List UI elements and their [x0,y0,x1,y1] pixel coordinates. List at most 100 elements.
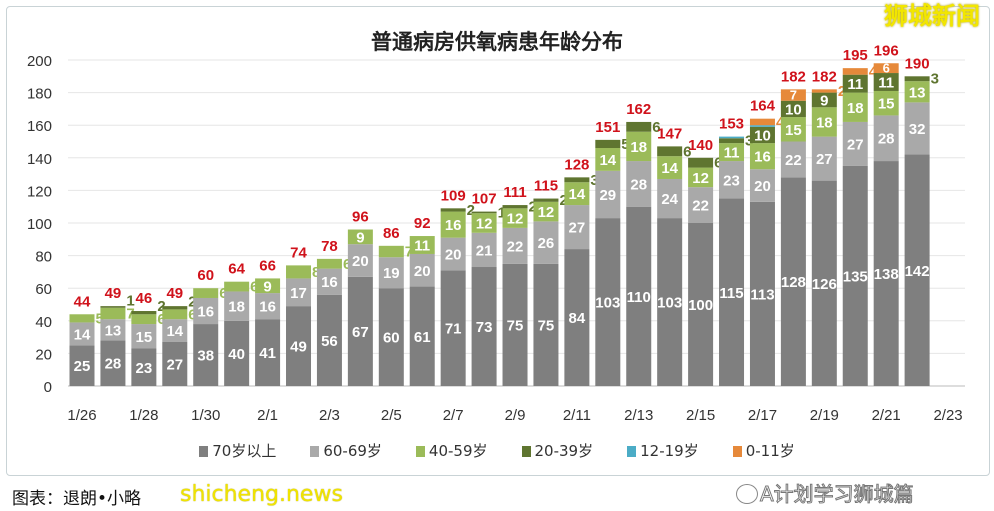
bar-segment [533,198,559,202]
bar-segment [564,177,590,183]
bar-segment [811,180,837,386]
chart-frame [6,6,990,476]
data-label: 24 [661,191,678,208]
data-label: 18 [228,299,245,316]
y-tick-label: 40 [35,314,52,331]
bar-segment [471,213,497,233]
bar-segment [811,136,837,181]
y-tick-label: 0 [44,379,52,396]
data-label: 3 [745,133,753,150]
data-label: 138 [874,266,899,283]
bar-segment [626,131,652,162]
bar-segment [347,229,373,245]
bar-segment [873,63,899,74]
x-tick-label: 2/11 [563,407,591,424]
data-label: 6 [883,61,890,76]
legend-label: 70岁以上 [212,442,277,460]
bar-segment [657,178,683,219]
bar-segment [811,107,837,137]
bar-segment [842,121,868,166]
bar-segment [347,244,373,277]
total-label: 86 [383,225,400,242]
total-label: 78 [321,238,338,255]
bar-segment [873,73,899,91]
bar-segment [502,263,528,386]
bar-segment [162,341,188,386]
data-label: 6 [250,279,258,296]
data-label: 7 [405,244,413,261]
bar-segment [873,115,899,162]
bar-segment [440,211,466,238]
data-label: 4 [869,63,878,80]
bar-segment [255,319,281,386]
data-label: 20 [352,253,369,270]
total-label: 111 [503,184,526,201]
total-label: 147 [657,125,682,142]
data-label: 84 [569,310,586,327]
data-label: 1 [126,292,134,309]
bar-segment [193,324,219,386]
data-label: 12 [476,216,493,233]
bar-segment [564,182,590,206]
y-tick-label: 160 [27,118,52,135]
bar-segment [502,205,528,209]
bar-segment [719,161,745,199]
legend-item: 40-59岁 [415,440,488,461]
data-label: 1 [498,204,506,221]
bar-segment [440,270,466,386]
y-tick-label: 80 [35,249,52,266]
bar-segment [471,211,497,214]
data-label: 16 [259,299,276,316]
total-label: 190 [905,55,930,72]
bar-segment [162,306,188,310]
total-label: 96 [352,209,369,226]
total-label: 46 [136,290,153,307]
bar-segment [657,218,683,386]
data-label: 12 [692,170,709,187]
data-label: 60 [383,330,400,347]
total-label: 153 [719,116,744,133]
bar-segment [193,297,219,325]
data-label: 6 [652,119,660,136]
total-label: 164 [750,98,776,115]
legend-label: 60-69岁 [323,442,382,460]
bar-segment [255,293,281,320]
data-label: 13 [909,84,926,101]
bar-segment [131,324,157,349]
data-label: 28 [630,176,647,193]
total-label: 60 [197,267,214,284]
bar-segment [316,258,342,269]
bar-segment [316,268,342,295]
bar-segment [162,309,188,320]
y-tick-label: 20 [35,346,52,363]
data-label: 11 [724,145,740,162]
data-label: 38 [197,348,214,365]
total-label: 66 [259,257,276,274]
bar-segment [749,169,775,202]
legend-item: 20-39岁 [521,440,593,461]
y-tick-label: 180 [27,86,52,103]
total-label: 140 [688,137,713,154]
bar-segment [69,345,95,386]
bar-segment [842,92,868,122]
data-label: 20 [445,246,462,263]
bar-segment [533,221,559,264]
data-label: 10 [785,101,802,118]
total-label: 151 [595,119,620,136]
data-label: 6 [343,256,351,273]
bar-segment [224,320,250,386]
bar-segment [688,167,714,188]
data-label: 142 [905,263,930,280]
legend-swatch [627,446,637,457]
bar-segment [780,117,806,142]
data-label: 11 [847,76,863,93]
bar-segment [811,89,837,93]
data-label: 2 [188,293,196,310]
bar-segment [347,276,373,386]
data-label: 103 [657,295,682,312]
bar-segment [564,249,590,386]
bar-segment [378,257,404,289]
data-label: 25 [74,358,91,375]
bar-segment [440,237,466,271]
bar-segment [904,154,930,386]
